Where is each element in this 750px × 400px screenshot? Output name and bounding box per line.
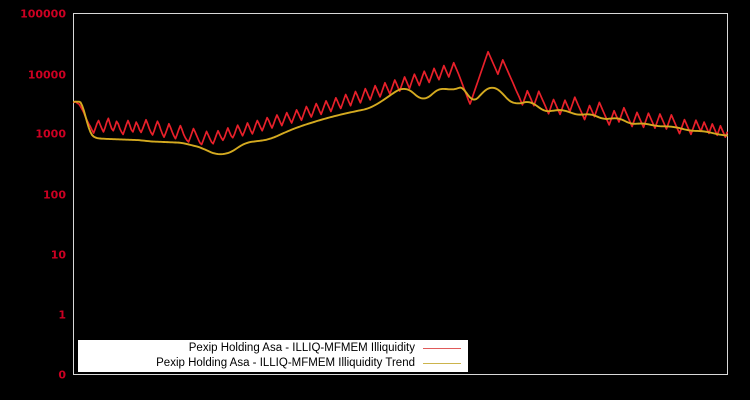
ytick-label-0: 0 (58, 368, 66, 382)
legend-label-illiquidity-trend: Pexip Holding Asa - ILLIQ-MFMEM Illiquid… (156, 356, 415, 369)
series-line-illiquidity-trend (73, 86, 728, 156)
legend-swatch-illiquidity-trend (423, 363, 461, 364)
ytick-label-1000: 1000 (35, 127, 66, 141)
legend-swatch-illiquidity (423, 348, 461, 349)
legend-item-illiquidity: Pexip Holding Asa - ILLIQ-MFMEM Illiquid… (79, 341, 467, 356)
ytick-label-10000: 10000 (27, 68, 66, 82)
ytick-label-10: 10 (50, 248, 66, 262)
ytick-label-100: 100 (43, 188, 66, 202)
plot-area-frame (73, 13, 728, 375)
ytick-label-1: 1 (58, 308, 66, 322)
legend-item-illiquidity-trend: Pexip Holding Asa - ILLIQ-MFMEM Illiquid… (79, 356, 467, 371)
ytick-label-100000: 100000 (20, 7, 66, 21)
series-group (73, 50, 728, 156)
chart-legend: Pexip Holding Asa - ILLIQ-MFMEM Illiquid… (78, 340, 468, 372)
legend-label-illiquidity: Pexip Holding Asa - ILLIQ-MFMEM Illiquid… (188, 341, 415, 354)
